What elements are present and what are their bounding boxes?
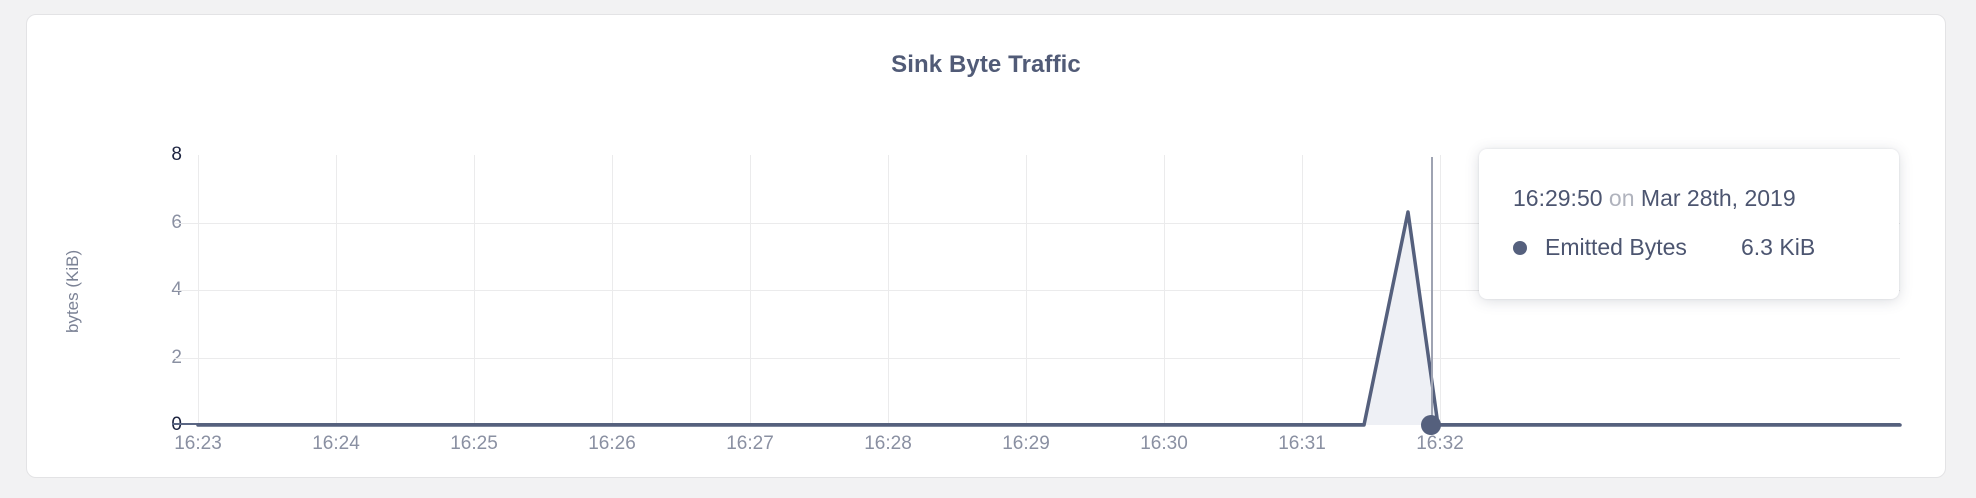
tooltip-series-value: 6.3 KiB (1741, 234, 1816, 260)
x-tick-label-1627: 16:27 (726, 433, 774, 454)
x-tick-label-1632: 16:32 (1416, 433, 1464, 454)
gridline-y-4 (174, 290, 1900, 291)
tooltip-date: Mar 28th, 2019 (1640, 185, 1796, 211)
chart-tooltip: 16:29:50 on Mar 28th, 2019 Emitted Bytes… (1479, 149, 1899, 299)
tooltip-series-row: Emitted Bytes 6.3 KiB (1513, 234, 1865, 261)
series-dot-icon (1513, 240, 1527, 255)
gridline-x-1627 (750, 155, 751, 425)
x-tick-label-1626: 16:26 (588, 433, 636, 454)
gridline-x-1624 (336, 155, 337, 425)
tooltip-time: 16:29:50 (1513, 185, 1603, 211)
chart-title: Sink Byte Traffic (891, 51, 1081, 78)
x-tick-label-1623: 16:23 (174, 433, 222, 454)
gridline-x-1629 (1026, 155, 1027, 425)
x-tick-label-1630: 16:30 (1140, 433, 1188, 454)
series-emitted-bytes (196, 210, 1902, 427)
hover-crosshair-line (1431, 157, 1433, 427)
gridline-x-1631 (1302, 155, 1303, 425)
gridline-x-1623 (198, 155, 199, 425)
gridline-x-1625 (474, 155, 475, 425)
gridline-x-1628 (888, 155, 889, 425)
x-tick-label-1629: 16:29 (1002, 433, 1050, 454)
x-tick-label-1625: 16:25 (450, 433, 498, 454)
x-tick-label-1628: 16:28 (864, 433, 912, 454)
y-tick-label-2: 2 (171, 347, 182, 369)
y-axis-title: bytes (KiB) (63, 249, 82, 333)
y-tick-label-6: 6 (171, 212, 182, 234)
y-tick-label-8: 8 (171, 144, 182, 165)
chart-card: Sink Byte Traffic bytes (KiB) 8 6 4 2 0 (26, 14, 1946, 478)
gridline-x-1626 (612, 155, 613, 425)
x-tick-label-1624: 16:24 (312, 433, 360, 454)
y-tick-label-4: 4 (171, 279, 182, 301)
gridline-y-2 (174, 357, 1900, 359)
series-line (196, 210, 1902, 427)
x-tick-label-1631: 16:31 (1278, 433, 1326, 454)
gridline-x-1632 (1440, 155, 1441, 425)
tooltip-connector: on (1608, 185, 1635, 211)
gridline-y-6 (174, 222, 1900, 224)
hover-point-marker (1421, 415, 1441, 435)
tooltip-series-name: Emitted Bytes (1545, 234, 1687, 260)
tooltip-timestamp: 16:29:50 on Mar 28th, 2019 (1513, 185, 1865, 212)
gridline-x-1630 (1164, 155, 1165, 425)
